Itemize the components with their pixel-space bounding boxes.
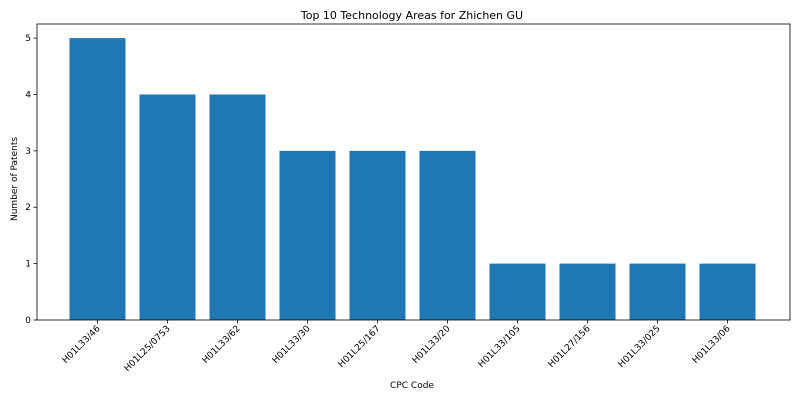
y-tick-label: 1	[25, 260, 31, 270]
bar-H01L27/156	[560, 264, 616, 320]
x-axis: H01L33/46 H01L25/0753 H01L33/62 H01L33/30 H0…	[61, 320, 733, 374]
chart-title: Top 10 Technology Areas for Zhichen GU	[300, 9, 523, 22]
x-tick-label: H01L33/46	[61, 324, 103, 366]
bar-H01L33/20	[420, 151, 476, 320]
x-tick-label: H01L33/20	[411, 324, 453, 366]
x-tick-label: H01L33/30	[271, 324, 313, 366]
bar-H01L33/62	[210, 94, 266, 320]
bar-H01L33/025	[630, 264, 686, 320]
x-tick-label: H01L27/156	[547, 324, 593, 370]
y-tick-label: 3	[25, 147, 31, 157]
x-tick-label: H01L33/06	[691, 324, 733, 366]
bar-H01L25/0753	[140, 94, 196, 320]
x-tick-label: H01L25/167	[337, 324, 383, 370]
bar-H01L33/46	[70, 38, 126, 320]
bar-H01L33/30	[280, 151, 336, 320]
y-tick-label: 5	[25, 34, 31, 44]
bar-H01L25/167	[350, 151, 406, 320]
bar-H01L33/06	[700, 264, 756, 320]
y-tick-label: 2	[25, 203, 31, 213]
bars-group	[70, 38, 756, 320]
y-axis: 0 1 2 3 4 5	[25, 34, 37, 326]
x-tick-label: H01L33/025	[617, 324, 663, 370]
y-axis-label: Number of Patents	[10, 137, 20, 221]
y-tick-label: 4	[25, 90, 31, 100]
x-tick-label: H01L25/0753	[123, 324, 173, 374]
x-tick-label: H01L33/105	[477, 324, 523, 370]
y-tick-label: 0	[25, 316, 31, 326]
x-tick-label: H01L33/62	[201, 324, 243, 366]
bar-H01L33/105	[490, 264, 546, 320]
x-axis-label: CPC Code	[390, 381, 434, 391]
